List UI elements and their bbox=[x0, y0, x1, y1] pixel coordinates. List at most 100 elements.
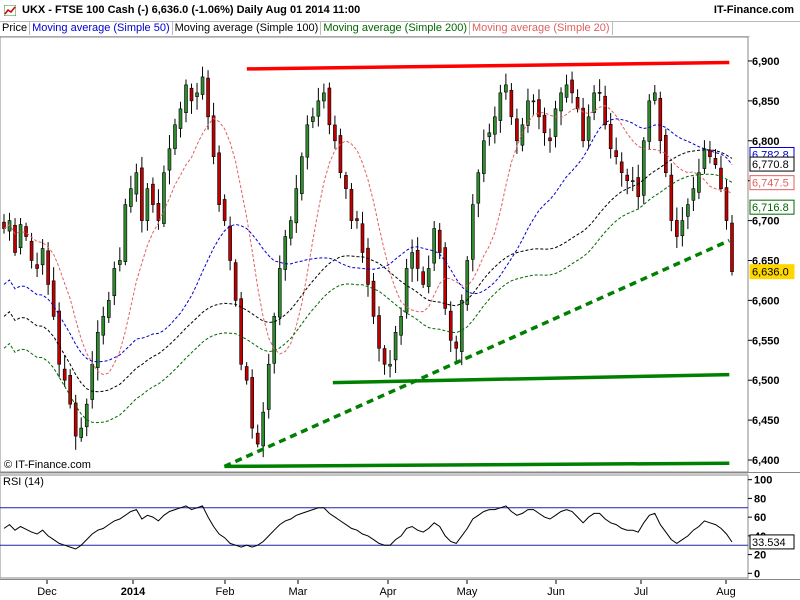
rsi-tick-label: 80 bbox=[754, 493, 766, 505]
candle-down bbox=[675, 220, 679, 237]
marker-label: 6,770.8 bbox=[752, 159, 789, 171]
marker-label: 6,747.5 bbox=[752, 178, 789, 190]
candle-down bbox=[415, 250, 420, 269]
candle-up bbox=[106, 300, 111, 318]
rsi-tick-label: 0 bbox=[754, 568, 760, 580]
candle-down bbox=[46, 250, 50, 285]
candle-up bbox=[553, 108, 558, 137]
candle-up bbox=[564, 84, 569, 98]
candle-down bbox=[597, 92, 602, 94]
candle-up bbox=[322, 92, 326, 102]
candle-up bbox=[261, 411, 266, 447]
x-tick-label: Jun bbox=[547, 586, 565, 598]
candle-up bbox=[630, 180, 635, 183]
rsi-label: RSI (14) bbox=[3, 476, 44, 488]
candle-down bbox=[636, 177, 641, 197]
ma-20-line bbox=[3, 105, 733, 376]
legend-item-1[interactable]: Moving average (Simple 50) bbox=[30, 21, 173, 35]
marker-label: 6,716.8 bbox=[752, 202, 789, 214]
candle-down bbox=[719, 167, 723, 189]
candle-up bbox=[493, 116, 497, 135]
x-tick-label: 2014 bbox=[121, 586, 146, 598]
candle-up bbox=[311, 116, 315, 122]
candle-down bbox=[581, 107, 585, 142]
candle-down bbox=[382, 348, 387, 365]
marker-box bbox=[749, 175, 795, 191]
trend-line-0 bbox=[246, 60, 730, 71]
candle-down bbox=[421, 271, 425, 285]
x-tick-label: Mar bbox=[289, 586, 308, 598]
candle-up bbox=[686, 204, 690, 217]
price-tick-label: 6,400 bbox=[752, 455, 780, 467]
candle-up bbox=[410, 252, 414, 269]
candle-up bbox=[145, 188, 150, 221]
candle-down bbox=[29, 240, 34, 261]
marker-0: 6,636.0 bbox=[749, 264, 795, 280]
candle-down bbox=[708, 149, 712, 158]
candle-down bbox=[619, 161, 624, 173]
candle-down bbox=[355, 218, 359, 221]
candle-up bbox=[316, 100, 321, 117]
legend-item-3[interactable]: Moving average (Simple 200) bbox=[321, 21, 471, 35]
candle-up bbox=[90, 363, 95, 400]
candle-down bbox=[664, 135, 668, 173]
candle-down bbox=[206, 77, 210, 118]
candle-down bbox=[250, 377, 254, 429]
candle-up bbox=[432, 228, 436, 264]
x-tick-label: Aug bbox=[716, 586, 736, 598]
candle-up bbox=[123, 204, 128, 262]
legend-item-0[interactable]: Price bbox=[0, 21, 31, 35]
x-tick-label: Apr bbox=[379, 586, 396, 598]
candle-up bbox=[112, 268, 117, 297]
legend-item-2[interactable]: Moving average (Simple 100) bbox=[173, 21, 322, 35]
candle-up bbox=[288, 220, 293, 239]
candle-down bbox=[669, 174, 674, 221]
ma-50-line bbox=[3, 118, 733, 363]
candle-down bbox=[603, 95, 607, 126]
marker-4: 6,716.8 bbox=[749, 199, 795, 215]
candle-up bbox=[641, 140, 646, 196]
candle-up bbox=[7, 220, 12, 232]
candle-up bbox=[129, 188, 133, 207]
candle-down bbox=[73, 402, 78, 437]
chart-header: UKX - FTSE 100 Cash (-) 6,636.0 (-1.06%)… bbox=[0, 0, 800, 22]
candle-down bbox=[349, 189, 354, 221]
candle-down bbox=[443, 247, 448, 309]
candle-up bbox=[652, 92, 657, 101]
price-tick-label: 6,500 bbox=[752, 375, 780, 387]
candle-down bbox=[730, 222, 734, 272]
marker-label: 6,636.0 bbox=[752, 267, 789, 279]
candle-down bbox=[377, 315, 381, 349]
candle-down bbox=[222, 199, 227, 221]
candle-up bbox=[520, 124, 525, 146]
x-tick-label: Jul bbox=[634, 586, 648, 598]
candle-up bbox=[526, 100, 530, 126]
candle-down bbox=[211, 115, 216, 158]
candle-up bbox=[691, 188, 696, 201]
legend-item-4[interactable]: Moving average (Simple 20) bbox=[470, 21, 613, 35]
trend-line-3 bbox=[223, 238, 731, 469]
candle-down bbox=[366, 247, 370, 285]
candle-down bbox=[537, 99, 541, 118]
candle-up bbox=[283, 236, 288, 270]
candle-up bbox=[40, 248, 45, 266]
candle-down bbox=[509, 90, 514, 118]
candle-down bbox=[233, 262, 238, 301]
chart-icon bbox=[4, 5, 16, 16]
chart-title: UKX - FTSE 100 Cash (-) 6,636.0 (-1.06%)… bbox=[22, 4, 361, 16]
rsi-panel bbox=[0, 474, 749, 579]
candle-down bbox=[658, 97, 663, 142]
rsi-line bbox=[3, 505, 733, 550]
candle-down bbox=[62, 368, 67, 381]
marker-3: 6,747.5 bbox=[749, 175, 795, 191]
marker-box bbox=[749, 156, 795, 172]
candle-down bbox=[255, 432, 260, 445]
candle-up bbox=[531, 100, 536, 103]
candle-up bbox=[84, 403, 89, 428]
candle-up bbox=[184, 84, 188, 113]
candle-down bbox=[713, 158, 718, 166]
rsi-value-box bbox=[749, 534, 795, 550]
candle-up bbox=[118, 260, 122, 265]
candle-down bbox=[448, 310, 453, 341]
